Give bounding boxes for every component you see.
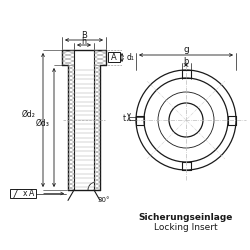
Text: Ød₃: Ød₃	[36, 119, 50, 128]
Text: A: A	[30, 189, 35, 198]
Text: 30°: 30°	[98, 197, 110, 203]
Text: Sicherungseinlage: Sicherungseinlage	[139, 212, 233, 222]
Text: t: t	[123, 114, 126, 123]
Text: b: b	[183, 56, 189, 66]
Text: /: /	[14, 188, 16, 198]
Bar	[10, 189, 36, 198]
Bar	[108, 52, 120, 62]
Text: x: x	[23, 189, 27, 198]
Text: d₁: d₁	[127, 53, 135, 62]
Text: h: h	[82, 36, 86, 46]
Text: Ød₂: Ød₂	[22, 110, 36, 118]
Text: Locking Insert: Locking Insert	[154, 222, 218, 232]
Text: A: A	[111, 52, 117, 62]
Text: B: B	[81, 30, 87, 40]
Text: g: g	[183, 46, 189, 54]
